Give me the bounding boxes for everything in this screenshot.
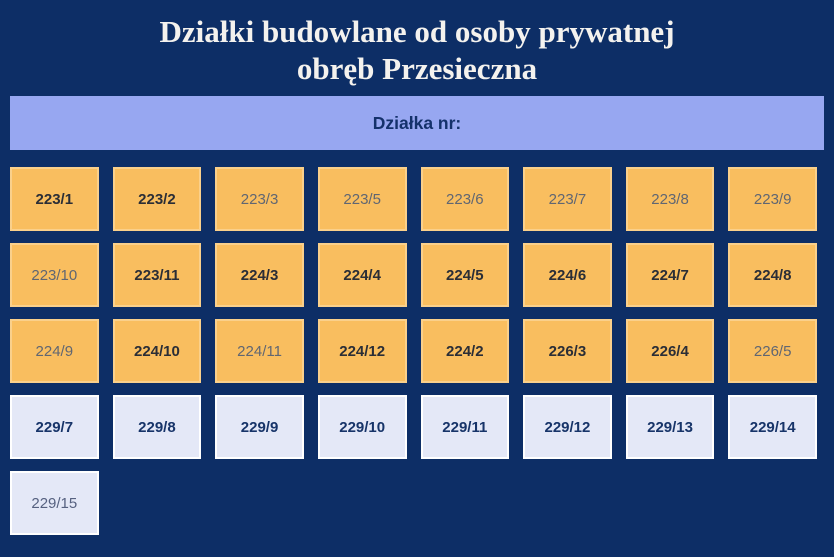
plot-tile-label: 223/10 — [31, 266, 78, 284]
plot-tile-224-4[interactable]: 224/4 — [317, 243, 407, 307]
plot-tile-label: 223/3 — [240, 190, 279, 208]
plot-tile-label: 229/11 — [442, 418, 488, 436]
plot-tile-224-9[interactable]: 224/9 — [10, 319, 99, 383]
plot-tile-224-6[interactable]: 224/6 — [523, 243, 612, 307]
plot-tile-label: 226/5 — [753, 342, 792, 360]
plot-tile-label: 223/5 — [343, 190, 381, 208]
plot-tile-224-5[interactable]: 224/5 — [420, 243, 510, 307]
plot-tile-label: 223/6 — [446, 190, 484, 208]
plot-tile-label: 224/7 — [651, 266, 689, 284]
plot-tile-label: 223/9 — [753, 190, 792, 208]
page-title: Działki budowlane od osoby prywatnej obr… — [0, 0, 834, 87]
plot-tile-229-10[interactable]: 229/10 — [317, 395, 407, 459]
plot-tile-label: 224/3 — [240, 266, 279, 284]
plot-tile-223-8[interactable]: 223/8 — [625, 167, 715, 231]
plot-tile-label: 223/11 — [134, 266, 180, 284]
plot-number-banner: Działka nr: — [10, 96, 824, 150]
plot-tile-label: 223/7 — [548, 190, 587, 208]
plot-tile-223-7[interactable]: 223/7 — [523, 167, 612, 231]
plot-tile-label: 224/2 — [446, 342, 484, 360]
plot-tile-229-13[interactable]: 229/13 — [625, 395, 715, 459]
plot-tile-226-4[interactable]: 226/4 — [625, 319, 715, 383]
page-title-line-1: Działki budowlane od osoby prywatnej — [159, 14, 675, 49]
plot-tile-label: 224/5 — [446, 266, 484, 284]
plot-tile-229-15[interactable]: 229/15 — [10, 471, 99, 535]
plot-tile-229-8[interactable]: 229/8 — [112, 395, 202, 459]
plot-tile-224-2[interactable]: 224/2 — [420, 319, 510, 383]
plot-tile-229-11[interactable]: 229/11 — [420, 395, 510, 459]
plot-tile-223-3[interactable]: 223/3 — [215, 167, 304, 231]
plot-tile-223-5[interactable]: 223/5 — [317, 167, 407, 231]
plot-tile-223-1[interactable]: 223/1 — [10, 167, 99, 231]
plot-tile-label: 224/12 — [339, 342, 386, 360]
plot-tile-224-12[interactable]: 224/12 — [317, 319, 407, 383]
plot-tile-224-3[interactable]: 224/3 — [215, 243, 304, 307]
plot-tile-label: 229/10 — [339, 418, 386, 436]
plot-tile-label: 229/13 — [647, 418, 693, 436]
plot-tile-226-3[interactable]: 226/3 — [523, 319, 612, 383]
plot-tile-223-2[interactable]: 223/2 — [112, 167, 202, 231]
plots-grid: 223/1 223/2 223/3 223/5 223/6 223/7 223/8 223/9… — [10, 167, 817, 535]
plot-tile-229-12[interactable]: 229/12 — [523, 395, 612, 459]
plot-number-banner-label: Działka nr: — [372, 112, 462, 133]
plot-tile-223-6[interactable]: 223/6 — [420, 167, 510, 231]
plot-tile-label: 226/4 — [651, 342, 689, 360]
plot-tile-label: 224/9 — [35, 342, 74, 360]
plot-tile-224-8[interactable]: 224/8 — [728, 243, 817, 307]
plot-tile-label: 224/8 — [753, 266, 792, 284]
plot-tile-224-10[interactable]: 224/10 — [112, 319, 202, 383]
plot-tile-label: 229/9 — [240, 418, 279, 436]
plot-tile-label: 229/14 — [749, 418, 796, 436]
plot-tile-226-5[interactable]: 226/5 — [728, 319, 817, 383]
plot-tile-label: 229/15 — [31, 494, 78, 512]
plot-tile-223-11[interactable]: 223/11 — [112, 243, 202, 307]
page-title-line-2: obręb Przesieczna — [296, 51, 538, 86]
plot-tile-223-10[interactable]: 223/10 — [10, 243, 99, 307]
plot-tile-224-11[interactable]: 224/11 — [215, 319, 304, 383]
plot-tile-223-9[interactable]: 223/9 — [728, 167, 817, 231]
plot-tile-label: 229/7 — [35, 418, 74, 436]
plot-tile-label: 229/8 — [138, 418, 176, 436]
plot-tile-229-9[interactable]: 229/9 — [215, 395, 304, 459]
plot-tile-229-14[interactable]: 229/14 — [728, 395, 817, 459]
plot-tile-label: 224/6 — [548, 266, 587, 284]
plot-tile-label: 223/1 — [35, 190, 74, 208]
plot-tile-229-7[interactable]: 229/7 — [10, 395, 99, 459]
plot-tile-224-7[interactable]: 224/7 — [625, 243, 715, 307]
plot-tile-label: 223/2 — [138, 190, 176, 208]
plot-tile-label: 224/4 — [343, 266, 381, 284]
plot-tile-label: 224/11 — [237, 342, 282, 360]
plot-tile-label: 226/3 — [548, 342, 587, 360]
plot-tile-label: 223/8 — [651, 190, 689, 208]
plot-tile-label: 224/10 — [133, 342, 180, 360]
plot-tile-label: 229/12 — [544, 418, 591, 436]
